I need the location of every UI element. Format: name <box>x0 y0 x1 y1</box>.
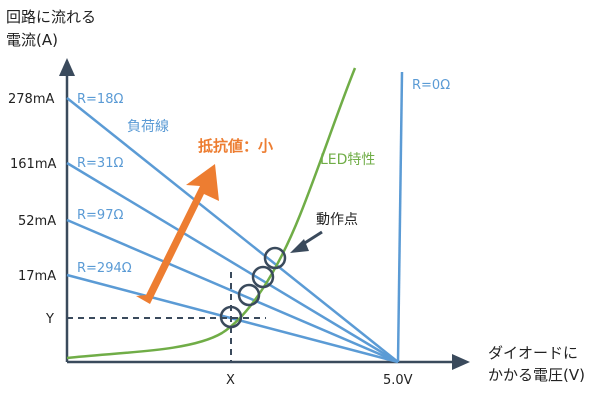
load-line-r31 <box>66 161 399 364</box>
operating-point-marker <box>237 283 261 307</box>
load-line-label-r18: R=18Ω <box>77 92 123 107</box>
resistance-small-arrow <box>136 164 219 304</box>
operating-point-marker <box>219 305 243 329</box>
x-tick-label: 5.0V <box>383 373 413 388</box>
x-axis-arrowhead <box>452 354 470 370</box>
y-tick-label: 17mA <box>18 269 56 284</box>
load-line-label-r294: R=294Ω <box>77 261 132 276</box>
load-line-r18 <box>66 97 399 363</box>
load-line-label-r31: R=31Ω <box>77 156 123 171</box>
y-tick-label: 52mA <box>18 214 56 229</box>
x-axis-title-line1: ダイオードに <box>488 344 578 362</box>
load-line-r0 <box>396 71 404 363</box>
operating-point-marker <box>263 246 287 270</box>
load-line-r97 <box>66 218 399 364</box>
operating-point-marker <box>251 265 275 289</box>
operating-point-pointer-head <box>290 239 309 253</box>
load-line-title: 負荷線 <box>127 119 169 135</box>
x-tick-label: X <box>226 373 235 388</box>
y-tick-label: 161mA <box>10 157 56 172</box>
arrow-label: 抵抗値：小 <box>198 137 273 155</box>
y-tick-label: 278mA <box>8 92 54 107</box>
load-line-label-r97: R=97Ω <box>77 208 123 223</box>
operating-point-label: 動作点 <box>316 212 358 228</box>
r-zero-label: R=0Ω <box>412 78 450 93</box>
led-curve-label: LED特性 <box>320 152 375 168</box>
y-axis-arrowhead <box>59 58 75 76</box>
y-axis-title-line2: 電流(A) <box>6 31 58 49</box>
y-axis-title-line1: 回路に流れる <box>6 8 96 26</box>
x-axis-title-line2: かかる電圧(V) <box>488 366 585 384</box>
y-tick-label: Y <box>45 312 54 327</box>
